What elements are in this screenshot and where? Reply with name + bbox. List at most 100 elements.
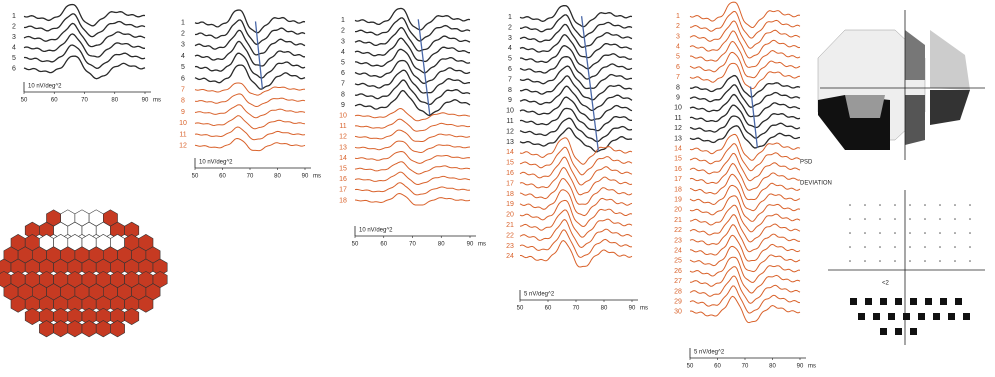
row-label: 2 <box>676 23 680 30</box>
row-label: 12 <box>674 125 682 132</box>
deviation-square <box>933 313 940 320</box>
trace <box>24 5 145 26</box>
row-label: 22 <box>674 227 682 234</box>
deviation-dot <box>909 260 911 262</box>
deviation-square <box>895 298 902 305</box>
row-label: 14 <box>674 146 682 153</box>
x-tick-label: 80 <box>601 306 608 312</box>
trace <box>690 153 800 180</box>
row-label: 3 <box>12 34 16 41</box>
trace <box>520 190 632 216</box>
deviation-dot <box>879 218 881 220</box>
row-label: 5 <box>341 59 345 66</box>
deviation-dot <box>849 232 851 234</box>
row-label: 8 <box>676 84 680 91</box>
deviation-dot <box>879 232 881 234</box>
row-label: 3 <box>508 35 512 42</box>
hexagon <box>82 321 96 337</box>
row-label: 19 <box>506 201 514 208</box>
x-unit: ms <box>640 306 648 312</box>
trace <box>355 18 470 41</box>
deviation-square <box>895 328 902 335</box>
hexagon <box>125 308 139 324</box>
deviation-square <box>880 328 887 335</box>
row-label: 6 <box>508 66 512 73</box>
figure: PSD DEVIATION <2 12345610 nV/deg^2506070… <box>0 0 995 377</box>
trace <box>195 83 305 95</box>
row-label: 5 <box>508 56 512 63</box>
row-label: 10 <box>674 105 682 112</box>
row-label: 10 <box>179 120 187 127</box>
trace <box>355 91 470 116</box>
x-tick-label: 90 <box>797 364 804 370</box>
deviation-square <box>903 313 910 320</box>
x-unit: ms <box>313 174 321 180</box>
deviation-dot <box>969 232 971 234</box>
x-unit: ms <box>808 364 816 370</box>
deviation-dot <box>939 232 941 234</box>
row-label: 12 <box>179 143 187 150</box>
deviation-square <box>858 313 865 320</box>
deviation-dot <box>909 232 911 234</box>
deviation-dot <box>939 218 941 220</box>
x-tick-label: 80 <box>111 98 118 104</box>
trace <box>520 6 632 27</box>
row-label: 15 <box>674 156 682 163</box>
row-label: 11 <box>506 118 513 125</box>
row-label: 13 <box>506 139 514 146</box>
deviation-dot <box>969 260 971 262</box>
trace <box>355 152 470 164</box>
row-label: 2 <box>341 28 345 35</box>
deviation-square <box>873 313 880 320</box>
row-label: 13 <box>339 144 347 151</box>
field-dark-area <box>905 95 925 145</box>
deviation-dot <box>864 246 866 248</box>
row-label: 4 <box>508 45 512 52</box>
scale-label: 10 nV/deg^2 <box>359 228 393 234</box>
row-label: 1 <box>341 17 345 24</box>
trace <box>690 41 800 67</box>
row-label: 8 <box>341 91 345 98</box>
row-label: 23 <box>674 237 682 244</box>
latency-marker <box>582 16 599 151</box>
trace <box>355 109 470 121</box>
deviation-dot <box>939 260 941 262</box>
deviation-square <box>880 298 887 305</box>
row-label: 4 <box>676 44 680 51</box>
deviation-dot <box>909 204 911 206</box>
field-dark-area <box>930 90 970 125</box>
deviation-square <box>888 313 895 320</box>
trace <box>355 194 470 206</box>
deviation-dot <box>939 204 941 206</box>
trace <box>520 200 632 226</box>
row-label: 9 <box>676 95 680 102</box>
x-tick-label: 80 <box>769 364 776 370</box>
row-label: 22 <box>506 232 514 239</box>
deviation-dot <box>849 260 851 262</box>
trace <box>520 15 632 38</box>
row-label: 2 <box>508 24 512 31</box>
deviation-square <box>963 313 970 320</box>
row-label: 20 <box>674 207 682 214</box>
x-tick-label: 90 <box>629 306 636 312</box>
deviation-dot <box>924 246 926 248</box>
deviation-dot <box>864 204 866 206</box>
psd-label: PSD <box>800 160 813 166</box>
deviation-dot <box>849 246 851 248</box>
row-label: 17 <box>506 180 514 187</box>
row-label: 24 <box>674 248 682 255</box>
trace <box>520 157 632 185</box>
deviation-dot <box>954 218 956 220</box>
row-label: 20 <box>506 212 514 219</box>
row-label: 4 <box>181 53 185 60</box>
row-label: 4 <box>341 49 345 56</box>
deviation-dot <box>924 232 926 234</box>
row-label: 6 <box>341 70 345 77</box>
row-label: 18 <box>506 191 514 198</box>
x-unit: ms <box>478 242 486 248</box>
trace <box>195 127 305 140</box>
deviation-dot <box>894 204 896 206</box>
x-tick-label: 50 <box>21 98 28 104</box>
row-label: 21 <box>674 217 682 224</box>
visual-field: PSD DEVIATION <2 <box>800 10 985 345</box>
